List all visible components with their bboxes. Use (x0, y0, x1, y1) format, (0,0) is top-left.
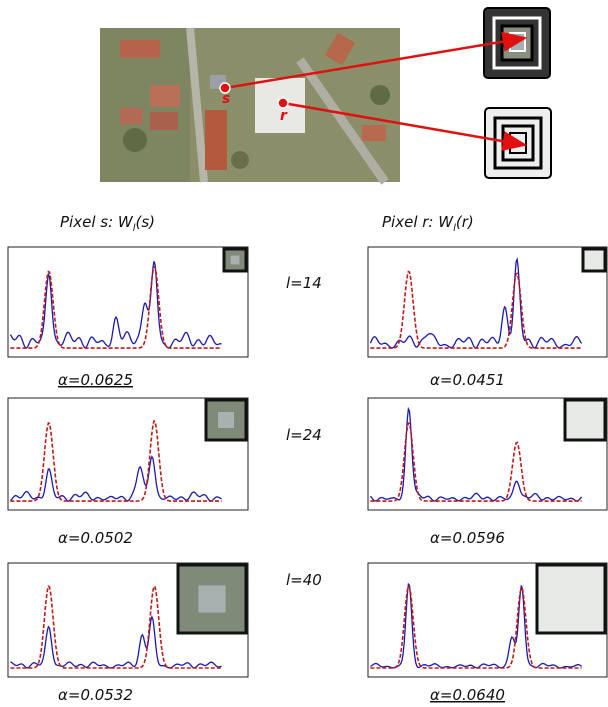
pixel-label: r (280, 108, 288, 124)
heading-part: (s) (136, 213, 156, 231)
aerial-image (100, 27, 400, 185)
column-heading: Pixel s: Wl(s) (60, 213, 155, 234)
column-heading: Pixel r: Wl(r) (382, 213, 474, 234)
thumbnail (581, 247, 607, 273)
alpha-label: α=0.0502 (58, 529, 133, 547)
blue-curve (9, 261, 222, 349)
alpha-label: α=0.0625 (58, 371, 133, 389)
red-curve (10, 419, 222, 502)
heading-part: (r) (456, 213, 474, 231)
scale-label: l=24 (286, 426, 322, 444)
blue-curve (370, 582, 582, 669)
scale-label: l=14 (286, 274, 322, 292)
thumbnail (563, 398, 607, 442)
red-curve (10, 265, 222, 349)
red-curve (370, 585, 582, 669)
blue-curve (9, 455, 222, 502)
heading-part: Pixel s: W (60, 213, 134, 231)
thumbnail-roof (198, 585, 226, 613)
heading-part: l (453, 223, 456, 234)
pixel-marker (277, 97, 289, 109)
thumbnail (535, 563, 607, 635)
alpha-label: α=0.0596 (430, 529, 505, 547)
arrow (282, 101, 528, 152)
arrow (224, 31, 528, 90)
heading-part: l (133, 223, 136, 234)
pixel-label: s (222, 91, 230, 107)
heading-part: Pixel r: W (382, 213, 454, 231)
alpha-label: α=0.0532 (58, 686, 133, 704)
thumbnail-roof (230, 255, 240, 265)
alpha-label: α=0.0451 (430, 371, 505, 389)
red-curve (370, 270, 582, 349)
thumbnail-roof (218, 412, 234, 428)
pixel-marker (219, 82, 231, 94)
blue-curve (10, 614, 222, 669)
scale-label: l=40 (286, 571, 322, 589)
alpha-label: α=0.0640 (430, 686, 505, 704)
red-curve (370, 421, 582, 502)
